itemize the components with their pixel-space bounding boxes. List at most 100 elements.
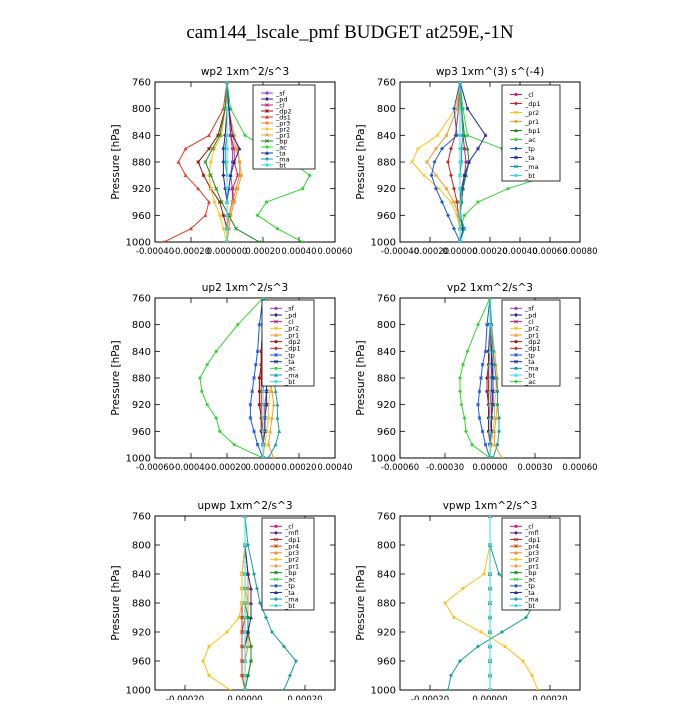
legend-label: _bt xyxy=(284,378,295,386)
legend-label: _pr1 xyxy=(284,562,299,570)
legend-label: _ma xyxy=(524,595,539,603)
data-point xyxy=(455,106,459,111)
data-point xyxy=(207,146,211,151)
legend-label: _ta xyxy=(284,358,295,366)
y-axis-label: Pressure [hPa] xyxy=(355,565,367,640)
data-point xyxy=(240,673,244,678)
data-point xyxy=(444,186,449,191)
data-point xyxy=(494,376,498,380)
data-point xyxy=(235,186,240,191)
data-point xyxy=(288,673,292,678)
data-point xyxy=(449,146,453,151)
legend-marker xyxy=(274,530,278,535)
data-point xyxy=(459,402,464,407)
data-point xyxy=(243,601,247,605)
legend-marker xyxy=(274,379,278,384)
legend-marker xyxy=(514,313,518,317)
data-point xyxy=(225,160,229,164)
x-tick-label: 0.00020 xyxy=(287,695,322,700)
data-point xyxy=(243,644,247,649)
panel-title: vp2 1xm^2/s^3 xyxy=(447,282,533,294)
data-point xyxy=(488,389,492,393)
data-point xyxy=(256,213,260,217)
legend-marker xyxy=(514,119,518,124)
data-point xyxy=(243,673,247,678)
legend-marker xyxy=(514,340,518,344)
data-point xyxy=(243,630,247,634)
x-tick-label: 0.00020 xyxy=(472,247,507,257)
legend-marker xyxy=(274,359,278,364)
y-tick-label: 880 xyxy=(132,374,151,385)
legend-marker xyxy=(274,604,278,608)
legend-marker xyxy=(274,584,278,588)
data-point xyxy=(228,173,233,177)
data-point xyxy=(243,543,247,547)
data-point xyxy=(270,630,274,634)
legend-marker xyxy=(274,570,278,575)
data-point xyxy=(444,133,449,138)
data-point xyxy=(255,349,260,354)
data-point xyxy=(232,443,236,447)
legend-marker xyxy=(274,544,278,549)
data-point xyxy=(495,403,500,407)
legend-label: _ta xyxy=(524,154,535,162)
data-point xyxy=(477,389,482,394)
legend-label: _dp1 xyxy=(284,345,301,353)
data-point xyxy=(234,226,238,231)
data-point xyxy=(240,644,244,649)
legend-marker xyxy=(265,121,269,125)
legend-marker xyxy=(514,155,518,160)
data-point xyxy=(500,456,504,458)
x-tick-label: 0.00000 xyxy=(472,463,507,473)
data-point xyxy=(449,673,453,678)
y-tick-label: 840 xyxy=(132,131,151,142)
legend-label: _pr1 xyxy=(524,562,539,570)
data-point xyxy=(432,160,437,164)
data-point xyxy=(249,644,253,649)
legend-marker xyxy=(274,306,278,310)
data-point xyxy=(476,402,480,407)
legend-marker xyxy=(514,101,518,106)
x-tick-label: 0.00000 xyxy=(442,247,477,257)
legend-box xyxy=(261,299,315,387)
x-tick-label: 0.000000 xyxy=(207,247,248,257)
data-point xyxy=(264,429,269,434)
data-point xyxy=(252,376,256,380)
data-point xyxy=(462,226,467,231)
data-point xyxy=(253,362,258,367)
legend-marker xyxy=(274,524,278,528)
data-point xyxy=(237,160,242,164)
data-point xyxy=(252,572,256,576)
data-point xyxy=(488,644,492,649)
data-point xyxy=(488,615,492,620)
legend-marker xyxy=(514,319,518,324)
legend-label: _ma xyxy=(524,163,539,171)
legend-label: _sf xyxy=(275,89,286,97)
data-point xyxy=(476,644,480,649)
legend-label: _ta xyxy=(284,589,295,597)
data-point xyxy=(488,362,492,367)
data-point xyxy=(264,389,269,394)
legend-label: _dp1 xyxy=(284,536,301,544)
data-point xyxy=(458,376,462,380)
data-point xyxy=(207,200,211,204)
legend-label: _bp xyxy=(275,137,288,145)
legend-label: _tp xyxy=(524,351,535,359)
legend-marker xyxy=(265,139,269,143)
data-point xyxy=(446,688,450,690)
data-point xyxy=(488,516,492,518)
data-point xyxy=(458,240,462,242)
data-point xyxy=(228,213,233,218)
x-tick-label: 0.00040 xyxy=(317,463,352,473)
data-point xyxy=(492,429,497,433)
legend-label: _ta xyxy=(524,358,535,366)
legend-marker xyxy=(514,550,518,555)
data-point xyxy=(440,200,444,204)
legend-marker xyxy=(514,173,518,178)
data-point xyxy=(485,322,489,327)
series-group xyxy=(458,298,504,458)
data-point xyxy=(497,416,501,420)
data-point xyxy=(495,389,500,393)
data-point xyxy=(488,543,492,547)
